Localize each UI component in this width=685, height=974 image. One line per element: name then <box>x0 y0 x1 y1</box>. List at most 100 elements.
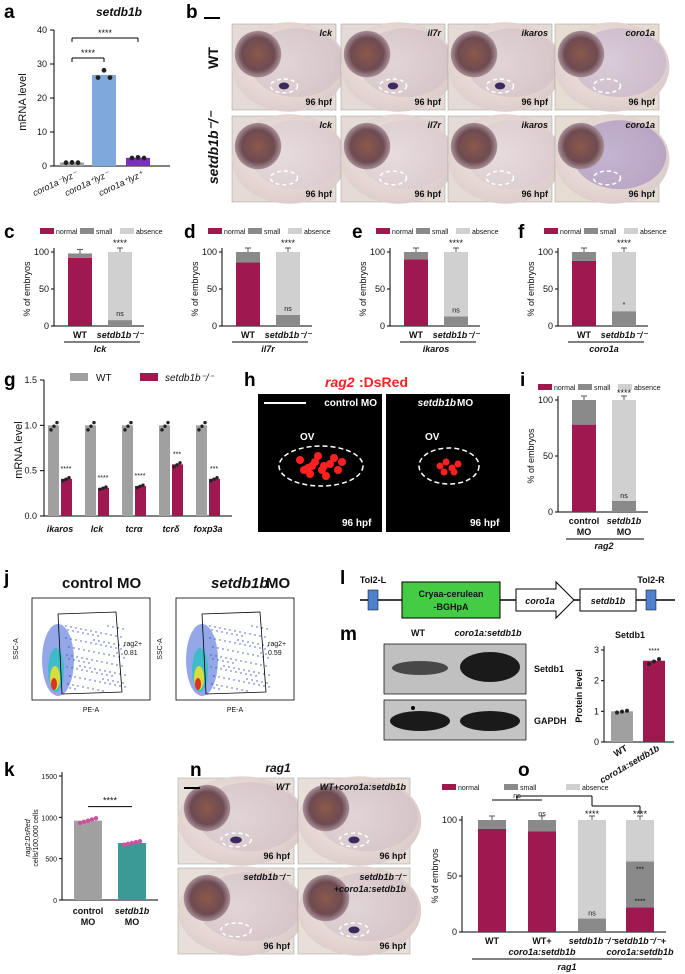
stack-x-mut: setdb1b⁻/⁻ <box>265 330 313 340</box>
o-x-mutplus: setdb1b⁻/⁻+ <box>614 936 667 946</box>
image-stage: 96 hpf <box>628 189 656 199</box>
g-point <box>209 478 213 483</box>
flow-event <box>231 687 233 689</box>
g-point <box>104 485 108 489</box>
image-stage: 96 hpf <box>263 941 291 951</box>
g-point <box>135 485 139 490</box>
flow-event <box>238 680 240 682</box>
g-point <box>129 420 133 425</box>
m-point <box>615 710 619 715</box>
panel-letter-e: e <box>352 222 363 243</box>
flow-yaxis: SSC-A <box>157 638 164 660</box>
stack-segment <box>612 500 636 512</box>
g-point <box>101 486 105 490</box>
flow-event <box>102 690 104 692</box>
k-ytick: 500 <box>45 857 57 864</box>
flow-event <box>245 661 247 663</box>
g-point <box>215 476 219 480</box>
flow-event <box>229 641 231 643</box>
flow-event <box>219 627 221 629</box>
flow-event <box>75 627 77 629</box>
legend-label: small <box>432 229 449 236</box>
flow-event <box>79 677 81 679</box>
flow-event <box>65 625 67 627</box>
stack-segment <box>572 424 596 512</box>
image-label: lck <box>319 28 333 38</box>
legend-label: absence <box>304 229 331 236</box>
flow-event <box>257 643 259 645</box>
flow-event <box>86 670 88 672</box>
flow-event <box>267 645 269 647</box>
flow-event <box>258 672 260 674</box>
g-xlabel: lck <box>91 524 105 534</box>
flow-event <box>99 681 101 683</box>
flow-event <box>99 669 101 671</box>
stack-ytick: 100 <box>538 247 553 257</box>
stack-sig: **** <box>113 238 128 248</box>
m-ytick: 0 <box>594 737 599 747</box>
cryaa-label-2: -BGHpA <box>434 602 469 612</box>
a-ytick: 20 <box>37 93 47 103</box>
stack-segment <box>578 918 606 932</box>
flow-event <box>214 638 216 640</box>
flow-event <box>239 643 241 645</box>
stack-sig: **** <box>281 238 296 248</box>
flow-event <box>95 631 97 633</box>
flow-event <box>210 654 212 656</box>
panel-letter-j: j <box>3 568 9 589</box>
flow-event <box>215 667 217 669</box>
k-x1a: control <box>73 906 104 916</box>
k-ytick: 1000 <box>41 815 57 822</box>
flow-event <box>70 626 72 628</box>
legend-wt: WT <box>96 373 112 384</box>
legend-swatch <box>538 384 552 390</box>
g-point <box>123 428 127 432</box>
g-point <box>89 424 93 428</box>
m-point <box>647 661 651 666</box>
stack-ytick: 50 <box>447 871 457 881</box>
stack-gene: coro1a <box>589 344 619 354</box>
embryo-wt-coro1a: coro1a 96 hpf <box>554 22 670 112</box>
stack-segment <box>444 316 468 326</box>
stack-ytick: 0 <box>44 321 49 331</box>
flow-event <box>248 670 250 672</box>
flow-event <box>115 647 117 649</box>
g-point <box>163 424 167 428</box>
stack-segment <box>276 252 300 315</box>
panel-letter-k: k <box>4 760 15 781</box>
stack-ytick: 100 <box>34 247 49 257</box>
stack-segment <box>612 311 636 326</box>
m-point <box>625 708 629 713</box>
rag2-cell <box>334 466 342 474</box>
image-stage: 96 hpf <box>628 97 656 107</box>
flow-event <box>227 661 229 663</box>
flow-event <box>124 686 126 688</box>
o-x-wt: WT <box>485 936 499 946</box>
legend-swatch <box>584 228 598 234</box>
band-label-setdb1: Setdb1 <box>534 664 564 674</box>
legend-swatch <box>416 228 430 234</box>
flow-event <box>223 665 225 667</box>
flow-event <box>225 669 227 671</box>
flow-event <box>252 654 254 656</box>
flow-event <box>110 634 112 636</box>
flow-event <box>234 642 236 644</box>
flow-event <box>81 657 83 659</box>
stack-segment <box>528 820 556 832</box>
flow-event <box>238 668 240 670</box>
flow-event <box>96 672 98 674</box>
g-point <box>175 463 179 467</box>
flow-event <box>122 682 124 684</box>
flow-event <box>242 640 244 642</box>
k-point <box>125 841 131 847</box>
legend-label: normal <box>56 229 78 236</box>
flow-event <box>259 647 261 649</box>
legend-label: absence <box>136 229 163 236</box>
flow-event <box>216 630 218 632</box>
flow-event <box>243 669 245 671</box>
panel-a-sig2: **** <box>98 28 113 38</box>
legend-swatch <box>618 384 632 390</box>
flow-event <box>214 626 216 628</box>
stack-ytick: 50 <box>543 451 553 461</box>
